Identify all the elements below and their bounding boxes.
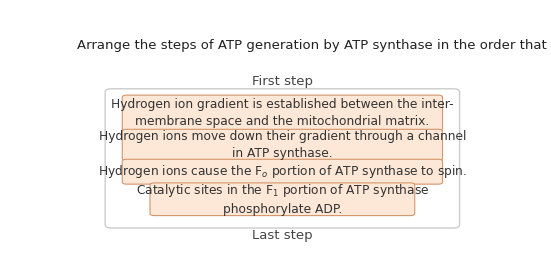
Text: Hydrogen ion gradient is established between the inter-
membrane space and the m: Hydrogen ion gradient is established bet… (111, 98, 453, 128)
FancyBboxPatch shape (122, 159, 442, 184)
FancyBboxPatch shape (122, 95, 442, 131)
FancyBboxPatch shape (150, 183, 415, 216)
Text: Arrange the steps of ATP generation by ATP synthase in the order that they occur: Arrange the steps of ATP generation by A… (77, 39, 551, 52)
Text: Hydrogen ions cause the F$_o$ portion of ATP synthase to spin.: Hydrogen ions cause the F$_o$ portion of… (98, 163, 467, 180)
Text: First step: First step (252, 75, 313, 88)
Text: Catalytic sites in the F$_1$ portion of ATP synthase
phosphorylate ADP.: Catalytic sites in the F$_1$ portion of … (136, 182, 429, 216)
FancyBboxPatch shape (105, 89, 460, 228)
Text: Hydrogen ions move down their gradient through a channel
in ATP synthase.: Hydrogen ions move down their gradient t… (99, 130, 466, 160)
Text: Last step: Last step (252, 229, 313, 242)
FancyBboxPatch shape (122, 129, 442, 161)
